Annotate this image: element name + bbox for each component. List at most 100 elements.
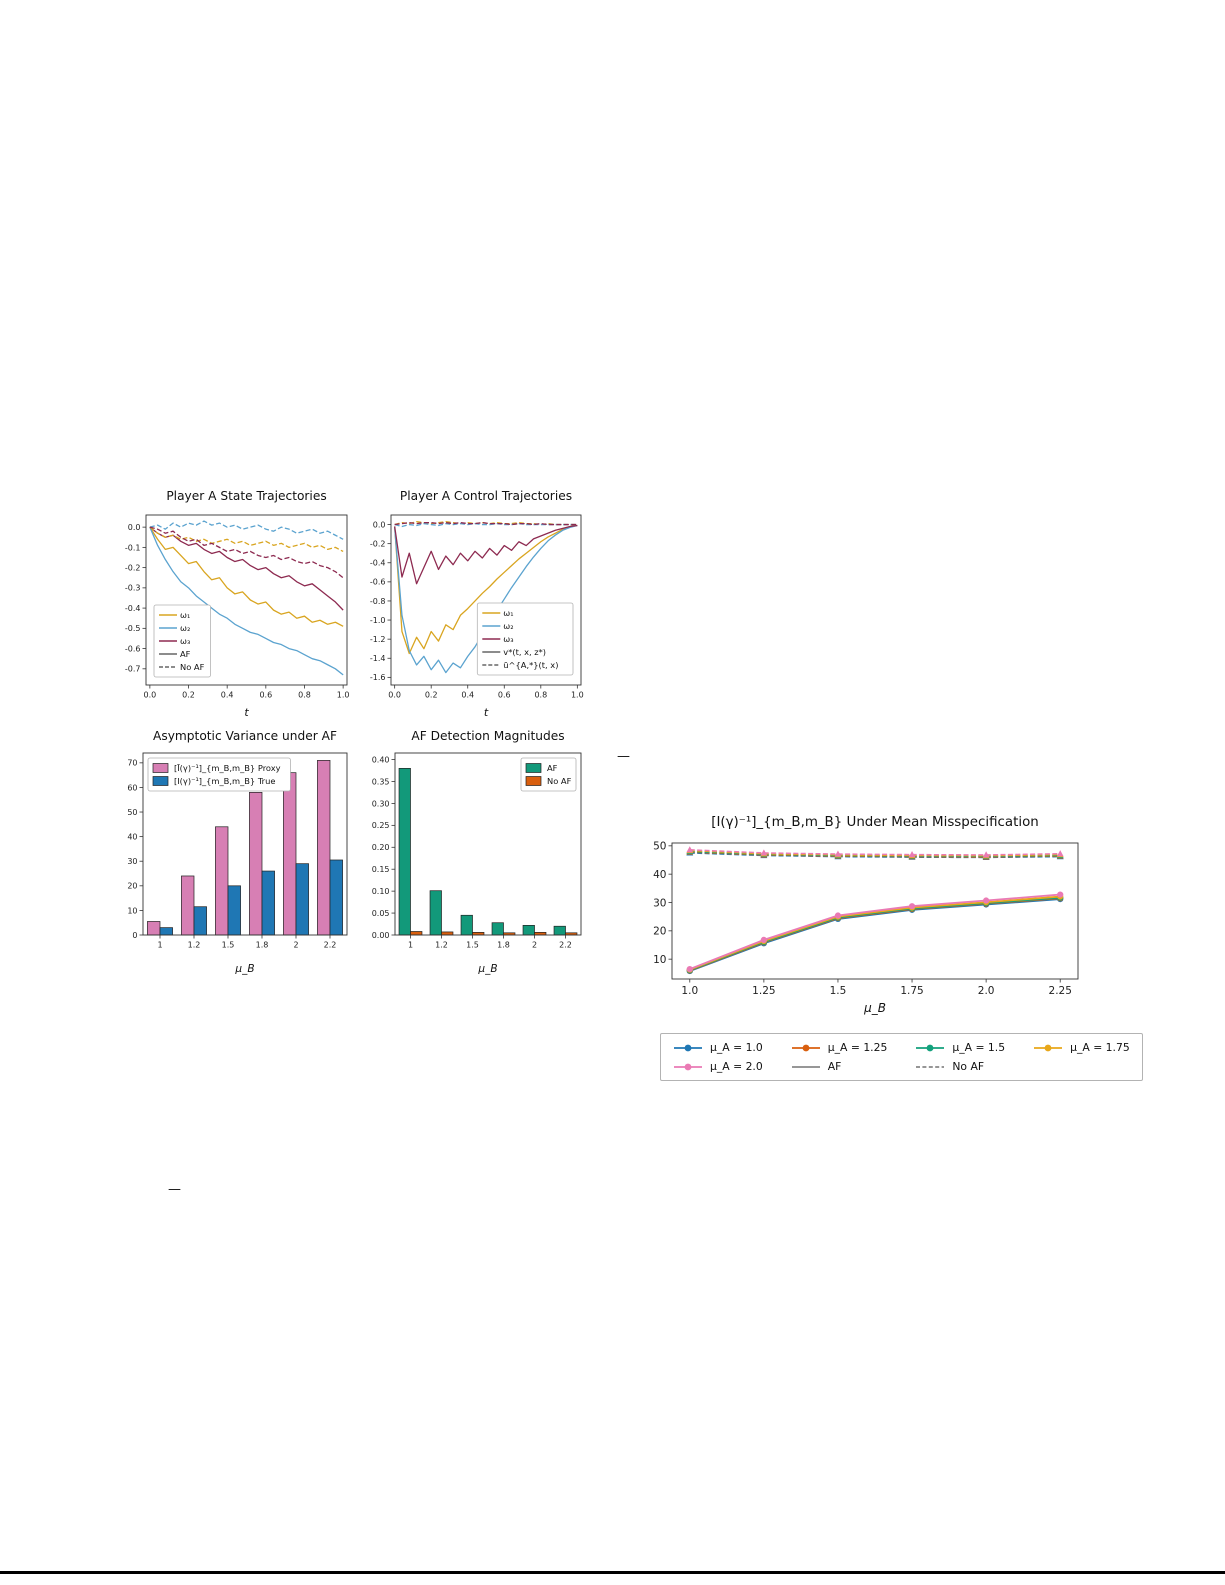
svg-text:0.25: 0.25 [372, 821, 390, 830]
legend-label: μ_A = 2.0 [710, 1060, 763, 1073]
svg-text:μ_B: μ_B [477, 963, 497, 975]
legend-item: μ_A = 1.5 [915, 1041, 1005, 1054]
svg-text:2.2: 2.2 [559, 941, 572, 950]
legend-line-sample [674, 1063, 702, 1070]
svg-text:10: 10 [653, 954, 666, 966]
svg-text:v*(t, x, z*): v*(t, x, z*) [503, 647, 546, 657]
asymptotic-variance-title: Asymptotic Variance under AF [153, 729, 337, 743]
svg-text:AF: AF [180, 649, 191, 659]
svg-text:0.10: 0.10 [372, 887, 390, 896]
svg-text:-0.3: -0.3 [125, 584, 141, 593]
svg-text:0.05: 0.05 [372, 909, 390, 918]
svg-text:0.35: 0.35 [372, 777, 390, 786]
misspecification-chart: [I(γ)⁻¹]_{m_B,m_B} Under Mean Misspecifi… [638, 813, 1143, 1081]
svg-text:1: 1 [157, 941, 162, 950]
svg-text:0.00: 0.00 [372, 931, 390, 940]
svg-text:20: 20 [653, 926, 666, 938]
svg-text:0.4: 0.4 [221, 691, 234, 700]
svg-text:ū^{A,*}(t, x): ū^{A,*}(t, x) [503, 660, 558, 670]
svg-text:1.0: 1.0 [337, 691, 350, 700]
svg-text:-0.4: -0.4 [370, 559, 386, 568]
overline-fragment-2: — [168, 1182, 181, 1197]
svg-text:-0.2: -0.2 [125, 563, 141, 572]
svg-text:2: 2 [532, 941, 537, 950]
svg-text:0.0: 0.0 [128, 523, 141, 532]
svg-text:0.8: 0.8 [534, 691, 547, 700]
svg-text:-0.6: -0.6 [370, 578, 386, 587]
svg-text:1.25: 1.25 [752, 985, 775, 997]
svg-text:2.2: 2.2 [324, 941, 337, 950]
svg-text:2.0: 2.0 [978, 985, 995, 997]
control-trajectories-chart: Player A Control Trajectories 0.0 -0.2 -0.… [355, 487, 589, 719]
legend-label: AF [827, 1060, 842, 1073]
legend-label: No AF [952, 1060, 985, 1073]
svg-text:t: t [244, 706, 249, 719]
svg-text:0.0: 0.0 [143, 691, 156, 700]
svg-text:μ_B: μ_B [234, 963, 254, 975]
legend-item: μ_A = 1.0 [673, 1041, 763, 1054]
svg-text:-0.4: -0.4 [125, 604, 141, 613]
state-trajectories-plot: 0.0 -0.1 -0.2 -0.3 -0.4 -0.5 -0.6 -0.7 0.0 0.2 0.4… [125, 514, 350, 719]
svg-text:-1.2: -1.2 [370, 635, 386, 644]
svg-text:1.0: 1.0 [681, 985, 698, 997]
svg-text:-0.8: -0.8 [370, 597, 386, 606]
svg-text:1.5: 1.5 [222, 941, 235, 950]
svg-text:-1.4: -1.4 [370, 654, 386, 663]
af-detection-plot: 0.00 0.05 0.10 0.15 0.20 0.25 0.30 0.35 0.40 1 1.2… [372, 752, 582, 975]
svg-text:t: t [484, 706, 489, 719]
svg-text:1.8: 1.8 [256, 941, 269, 950]
svg-text:0.30: 0.30 [372, 799, 390, 808]
svg-text:-1.0: -1.0 [370, 616, 386, 625]
svg-text:40: 40 [653, 869, 666, 881]
svg-text:0.2: 0.2 [425, 691, 438, 700]
legend-line-sample [791, 1065, 820, 1068]
legend-label: μ_A = 1.5 [952, 1041, 1006, 1054]
svg-text:[I(γ)⁻¹]_{m_B,m_B} True: [I(γ)⁻¹]_{m_B,m_B} True [174, 776, 275, 786]
svg-text:20: 20 [127, 882, 137, 891]
svg-text:-0.2: -0.2 [370, 540, 386, 549]
asymptotic-variance-plot: 0 10 20 30 40 50 60 70 1 1.2 1.5 1.8 2 2.2 μ_B [Ī(γ)⁻¹]… [127, 752, 348, 975]
legend-item: AF [791, 1060, 888, 1073]
svg-text:[Ī(γ)⁻¹]_{m_B,m_B} Proxy: [Ī(γ)⁻¹]_{m_B,m_B} Proxy [174, 763, 281, 773]
svg-text:50: 50 [127, 808, 137, 817]
legend-item: μ_A = 2.0 [673, 1060, 763, 1073]
svg-text:0.40: 0.40 [372, 755, 390, 764]
legend-line-sample [791, 1044, 820, 1051]
svg-text:ω₂: ω₂ [503, 621, 513, 631]
misspecification-plot: 10 20 30 40 50 1.0 1.25 1.5 1.75 2.0 2.25 μ_B [653, 841, 1079, 1015]
misspec-legend: μ_A = 1.0 μ_A = 1.25 μ_A = 1.5 μ_A = 1.75 μ_… [660, 1033, 1143, 1081]
svg-text:1.8: 1.8 [497, 941, 510, 950]
svg-text:1.0: 1.0 [571, 691, 584, 700]
legend-line-sample [1034, 1044, 1063, 1051]
svg-text:50: 50 [653, 841, 666, 853]
legend-label: μ_A = 1.25 [827, 1041, 888, 1054]
svg-text:10: 10 [127, 906, 137, 915]
svg-text:0.0: 0.0 [373, 520, 386, 529]
svg-text:ω₁: ω₁ [503, 608, 513, 618]
svg-text:2.25: 2.25 [1049, 985, 1072, 997]
legend-label: μ_A = 1.0 [710, 1041, 763, 1054]
svg-text:70: 70 [127, 759, 137, 768]
svg-text:No AF: No AF [180, 662, 205, 672]
svg-text:0: 0 [132, 931, 137, 940]
control-trajectories-plot: 0.0-0.2-0.4-0.6-0.8-1.0-1.2-1.4-1.60.0 0.… [370, 514, 584, 719]
svg-text:40: 40 [127, 833, 137, 842]
svg-text:-0.6: -0.6 [125, 644, 141, 653]
svg-text:1.2: 1.2 [188, 941, 201, 950]
svg-text:μ_B: μ_B [863, 1001, 886, 1015]
svg-text:1.5: 1.5 [830, 985, 847, 997]
svg-text:2: 2 [293, 941, 298, 950]
state-trajectories-title: Player A State Trajectories [166, 489, 327, 503]
svg-text:0.20: 0.20 [372, 843, 390, 852]
svg-text:1.2: 1.2 [435, 941, 448, 950]
svg-text:30: 30 [653, 897, 666, 909]
svg-text:0.2: 0.2 [182, 691, 195, 700]
svg-text:1.5: 1.5 [466, 941, 479, 950]
svg-text:0.6: 0.6 [259, 691, 272, 700]
asymptotic-variance-chart: Asymptotic Variance under AF 0 10 20 30 40 50… [110, 727, 356, 975]
svg-text:-0.5: -0.5 [125, 624, 141, 633]
control-trajectories-title: Player A Control Trajectories [399, 489, 573, 503]
svg-text:ω₃: ω₃ [180, 636, 190, 646]
svg-text:0.6: 0.6 [498, 691, 511, 700]
svg-text:AF: AF [547, 763, 558, 773]
